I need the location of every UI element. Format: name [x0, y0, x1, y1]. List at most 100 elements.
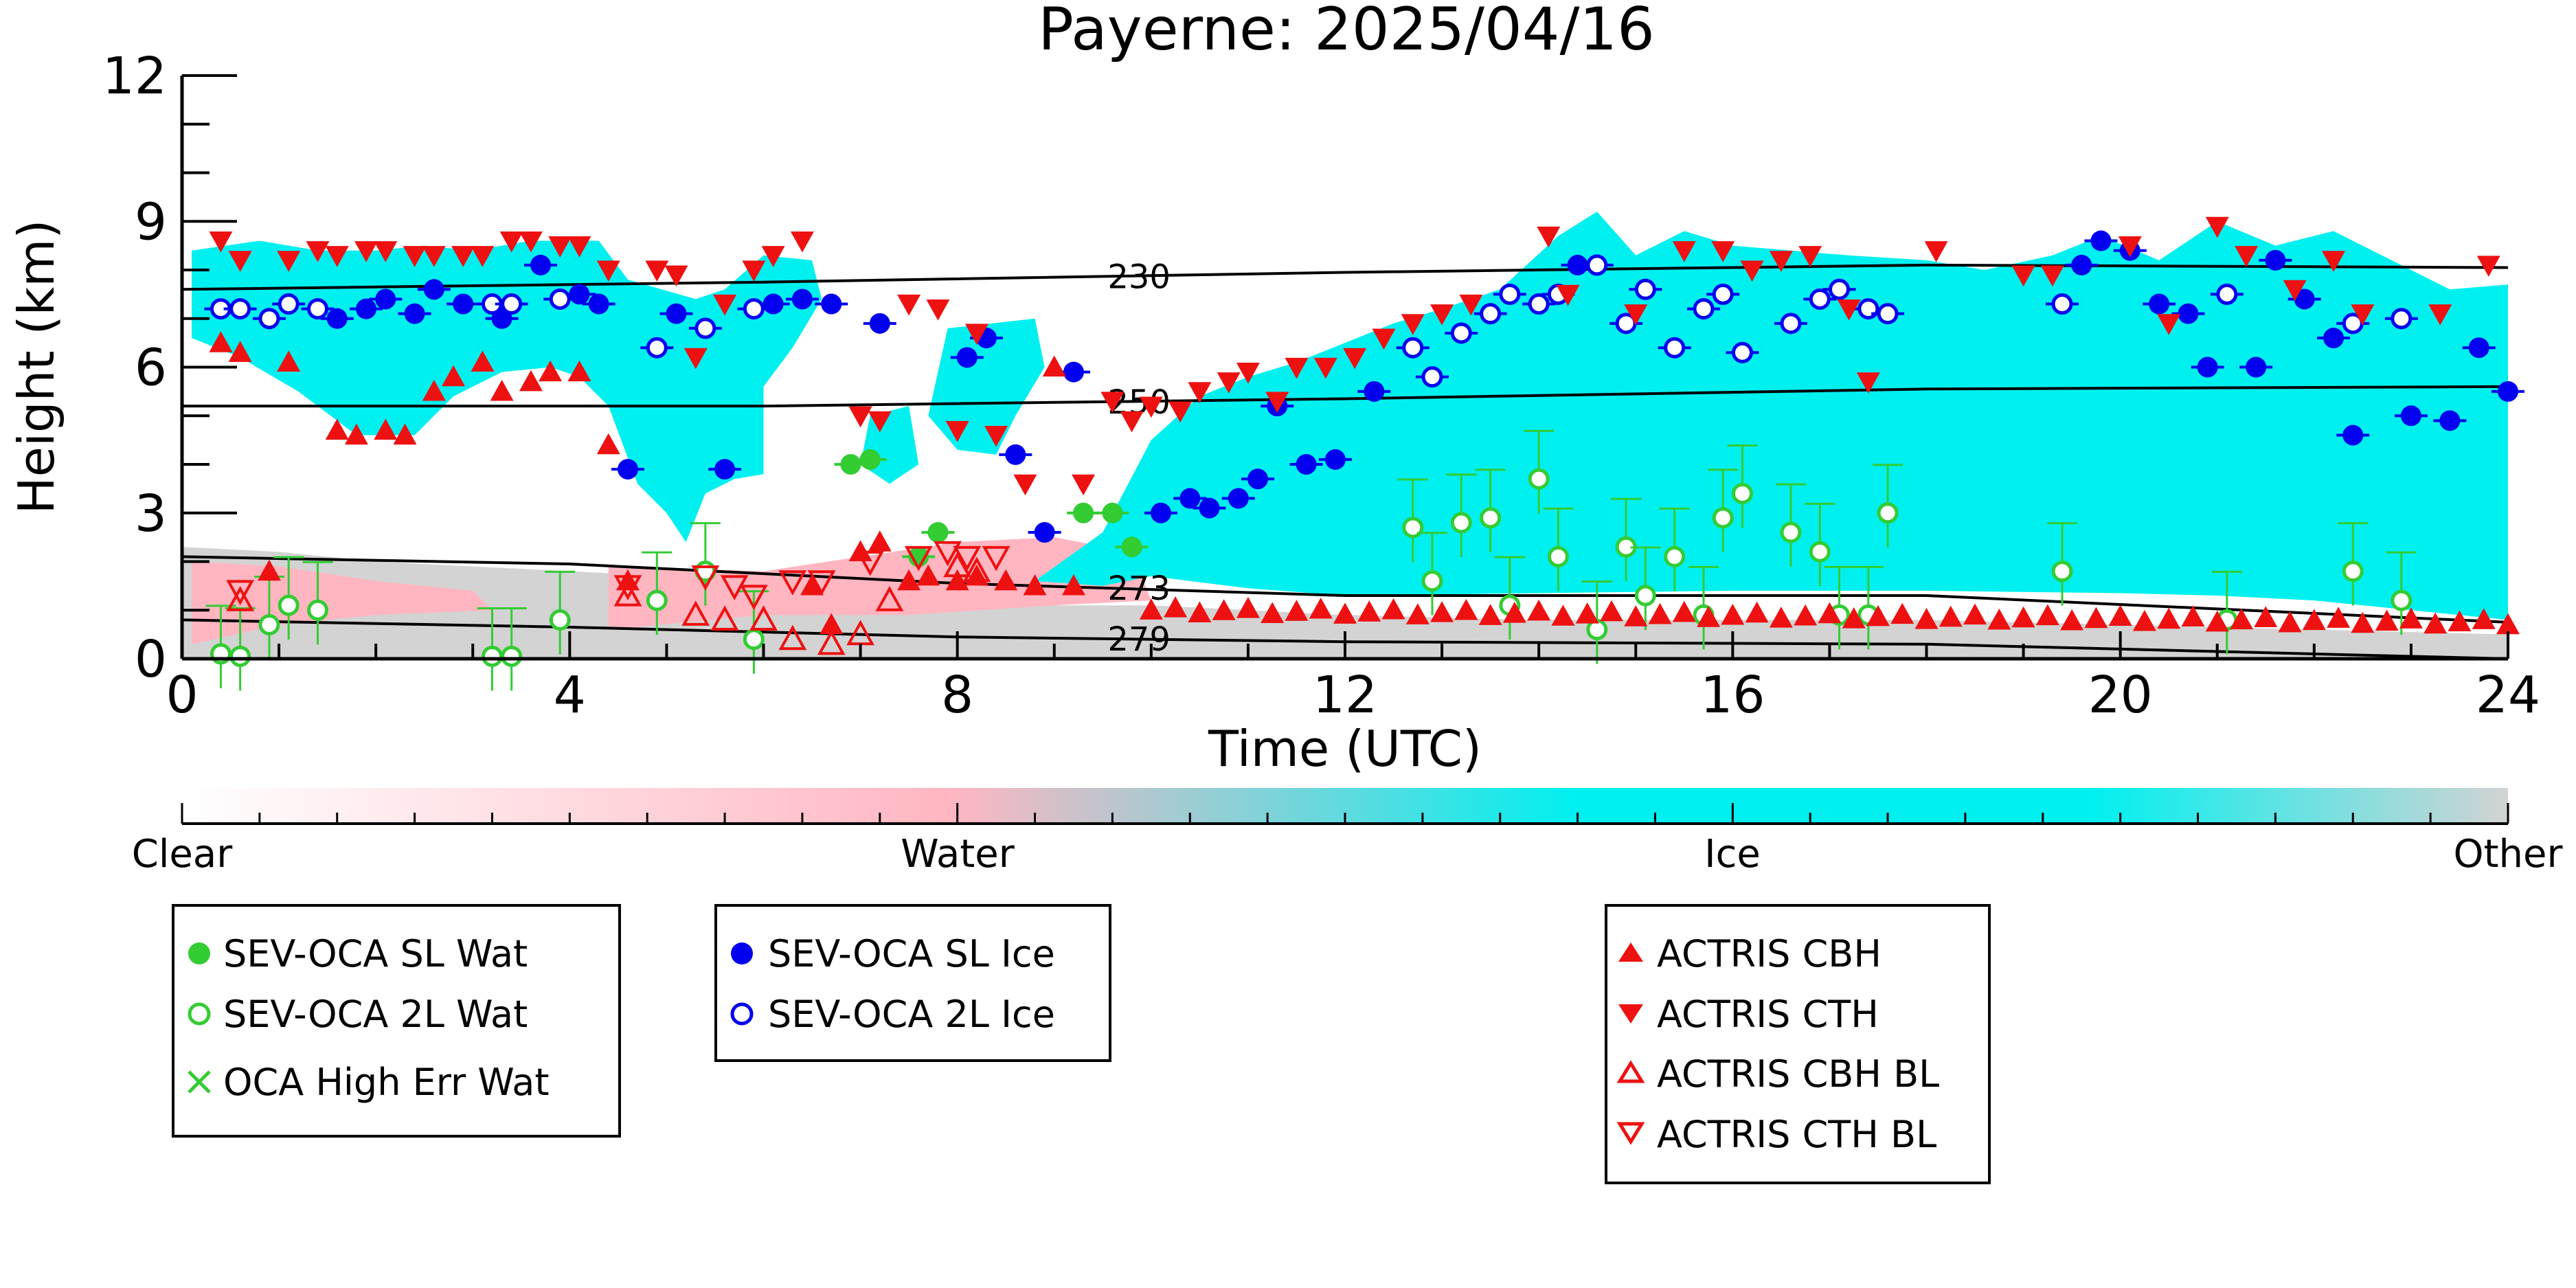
data-point-sev-oca-sl-ice [1364, 381, 1385, 402]
data-point-sev-oca-2l-wat [2391, 589, 2413, 611]
axes: 0 3 6 9 12 0 4 8 12 16 20 24 [102, 47, 2540, 725]
data-point-actris-cth-bl [904, 545, 933, 572]
data-point-sev-oca-2l-wat [307, 599, 329, 621]
data-point-sev-oca-2l-ice [1402, 337, 1424, 359]
data-point-actris-cbh [2278, 611, 2302, 633]
data-point-actris-cbh [1381, 598, 1405, 620]
data-point-actris-cth [1798, 246, 1822, 267]
data-point-sev-oca-sl-ice [791, 289, 813, 310]
legend-marker-cbh-bl [1616, 1060, 1645, 1083]
x-tick-label-24: 24 [2476, 666, 2540, 725]
data-point-actris-cbh [1745, 601, 1769, 623]
data-point-sev-oca-sl-ice [2468, 337, 2489, 359]
data-point-sev-oca-sl-ice [2342, 425, 2364, 446]
legend-marker-2l-ice [730, 1002, 754, 1026]
data-point-sev-oca-sl-wat [1102, 502, 1123, 523]
data-point-sev-oca-sl-ice [1034, 522, 1055, 543]
data-point-actris-cth [2157, 314, 2181, 335]
data-point-sev-oca-sl-ice [1247, 468, 1269, 490]
y-tick-label-3: 3 [135, 484, 167, 543]
y-tick-label-6: 6 [135, 339, 167, 398]
data-point-actris-cth [683, 348, 708, 370]
data-point-actris-cbh-bl [778, 624, 807, 651]
data-point-actris-cth [2322, 251, 2346, 272]
isotherm-label-273: 273 [1107, 569, 1171, 608]
data-point-actris-cbh [1624, 605, 1648, 626]
data-point-actris-cth [209, 231, 233, 253]
data-point-sev-oca-sl-ice [453, 293, 474, 315]
data-point-actris-cth [1624, 304, 1648, 326]
data-point-actris-cbh [1963, 603, 1987, 625]
data-point-sev-oca-2l-ice [2051, 293, 2073, 315]
data-point-actris-cth [664, 265, 688, 287]
data-point-actris-cth [1401, 314, 1425, 335]
data-point-actris-cth [1740, 260, 1764, 282]
series-actris-cbh-bl [226, 552, 991, 655]
data-point-sev-oca-2l-ice [1780, 313, 1802, 335]
data-point-sev-oca-2l-ice [1877, 303, 1899, 325]
data-point-actris-cbh [1890, 602, 1914, 624]
chart-title: Payerne: 2025/04/16 [1038, 0, 1655, 64]
data-point-sev-oca-sl-ice [375, 289, 396, 310]
isotherm-label-279: 279 [1107, 620, 1171, 659]
data-point-actris-cbh [848, 540, 872, 561]
data-point-actris-cth [325, 246, 349, 267]
data-point-sev-oca-sl-wat [840, 454, 861, 475]
data-point-actris-cbh [1164, 596, 1188, 618]
data-point-actris-cth-bl [691, 565, 720, 591]
data-point-actris-cth [1672, 241, 1696, 262]
data-point-sev-oca-2l-wat [258, 613, 280, 635]
series-sev-oca-sl-wat [834, 449, 1149, 567]
data-point-actris-cbh [490, 379, 514, 401]
data-point-sev-oca-sl-ice [714, 459, 736, 480]
data-point-actris-cbh [374, 418, 398, 440]
data-point-sev-oca-2l-ice [1731, 341, 1753, 363]
legend-marker-cth-bl [1616, 1122, 1645, 1145]
data-point-sev-oca-2l-ice [1809, 288, 1831, 310]
colorbar-label-water: Water [901, 832, 1015, 877]
data-point-sev-oca-2l-ice [1480, 303, 1502, 325]
data-point-actris-cbh [2399, 607, 2423, 629]
data-point-actris-cth [567, 236, 591, 258]
data-point-sev-oca-2l-ice [1664, 337, 1686, 359]
data-point-actris-cbh [1212, 599, 1236, 620]
data-point-actris-cbh [422, 379, 446, 401]
data-point-sev-oca-sl-ice [2149, 293, 2170, 315]
data-point-sev-oca-2l-wat [1634, 585, 1656, 607]
data-point-actris-cth [306, 241, 330, 262]
data-point-sev-oca-sl-ice [326, 308, 348, 329]
data-point-actris-cbh-bl [875, 585, 904, 611]
data-point-actris-cbh [1939, 605, 1963, 627]
isotherm-line-273 [181, 555, 2509, 624]
data-point-actris-cbh [994, 569, 1018, 591]
data-point-sev-oca-2l-ice [549, 288, 571, 310]
data-point-actris-cth [1236, 362, 1260, 384]
legend-marker-cbh [1618, 942, 1643, 962]
data-point-actris-cbh-bl [962, 556, 991, 583]
data-point-sev-oca-2l-ice [646, 337, 668, 359]
data-point-actris-cbh-bl [681, 600, 710, 626]
data-point-sev-oca-2l-wat [1547, 545, 1569, 567]
data-point-actris-cbh [1502, 602, 1526, 623]
data-point-actris-cbh [539, 360, 563, 382]
data-point-sev-oca-2l-ice [743, 298, 765, 320]
data-point-sev-oca-sl-ice [1228, 488, 1249, 509]
data-point-actris-cbh [1599, 600, 1623, 622]
data-point-sev-oca-sl-ice [2090, 230, 2112, 251]
data-point-actris-cbh [471, 350, 495, 372]
data-point-sev-oca-sl-ice [569, 284, 590, 305]
data-point-sev-oca-2l-ice [229, 298, 251, 320]
data-point-actris-cbh [257, 559, 281, 581]
data-point-actris-cth [596, 260, 620, 282]
legend-marker-cth [1618, 1004, 1643, 1024]
data-point-actris-cbh [567, 360, 591, 382]
legend-entry-cbh-bl: ACTRIS CBH BL [1657, 1052, 1939, 1096]
data-point-actris-cth [1168, 401, 1193, 423]
data-point-actris-cth [790, 231, 814, 253]
data-point-sev-oca-sl-ice [588, 293, 609, 315]
data-point-actris-cth [964, 324, 988, 345]
legend-entry-sl-ice: SEV-OCA SL Ice [768, 932, 1055, 975]
data-point-actris-cbh [519, 370, 543, 392]
data-point-actris-cth [1285, 357, 1309, 379]
data-point-actris-cbh [1188, 601, 1212, 623]
